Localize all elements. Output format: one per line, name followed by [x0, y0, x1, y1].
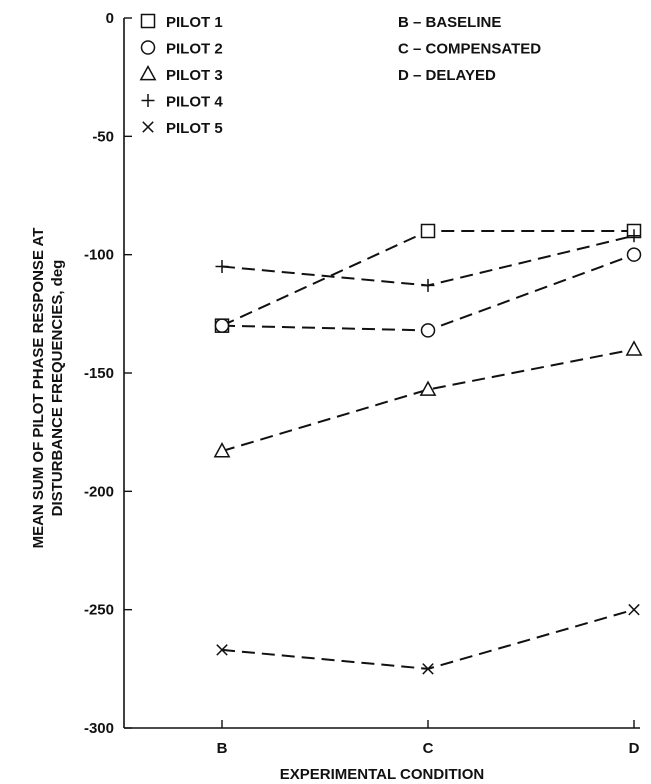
- y-tick-label: -150: [84, 365, 114, 382]
- condition-legend-item: B – BASELINE: [398, 14, 501, 31]
- legend-label: PILOT 5: [166, 120, 223, 137]
- y-tick-label: -100: [84, 247, 114, 264]
- series-line: [221, 348, 635, 453]
- data-point: [420, 223, 436, 239]
- legend-marker: [140, 13, 156, 29]
- legend: PILOT 1 PILOT 2 PILOT 3 PILOT 4 PILOT 5: [139, 13, 223, 137]
- data-point: [419, 380, 437, 396]
- legend-label: PILOT 2: [166, 41, 223, 58]
- data-point: [628, 603, 640, 616]
- data-point: [215, 260, 229, 273]
- data-point: [421, 278, 435, 292]
- legend-marker: [140, 40, 156, 55]
- data-point: [214, 318, 230, 333]
- series-5: [216, 603, 640, 675]
- data-point: [626, 247, 642, 262]
- y-axis-title-line: DISTURBANCE FREQUENCIES, deg: [49, 260, 66, 517]
- y-tick-label: -250: [84, 602, 114, 619]
- data-point: [420, 323, 436, 338]
- series-line: [221, 234, 635, 287]
- series-3: [213, 340, 643, 458]
- x-tick-label: D: [629, 740, 640, 757]
- series-1: [214, 223, 642, 333]
- axes: 0 -50 -100 -150 -200 -250 -300 B C D EXPERIMENTAL …: [30, 10, 640, 783]
- legend-label: PILOT 3: [166, 67, 223, 84]
- series-4: [215, 229, 641, 292]
- x-tick-label: B: [217, 740, 228, 757]
- series-line: [221, 253, 635, 332]
- legend-label: PILOT 1: [166, 14, 223, 31]
- data-point: [627, 229, 641, 243]
- legend-marker: [142, 121, 154, 133]
- x-axis-title: EXPERIMENTAL CONDITION: [280, 766, 484, 783]
- y-tick-label: -300: [84, 720, 114, 737]
- series-line: [221, 230, 634, 327]
- condition-legend-item: C – COMPENSATED: [398, 41, 541, 58]
- legend-label: PILOT 4: [166, 94, 223, 111]
- data-point: [216, 644, 228, 656]
- condition-legend: B – BASELINE C – COMPENSATED D – DELAYED: [398, 14, 541, 84]
- data-point: [213, 442, 231, 458]
- y-axis-title-line: MEAN SUM OF PILOT PHASE RESPONSE AT: [30, 228, 47, 549]
- y-axis-title: MEAN SUM OF PILOT PHASE RESPONSE AT DISTU…: [30, 228, 66, 549]
- series-line: [221, 608, 635, 670]
- y-tick-label: -50: [92, 128, 114, 145]
- x-tick-label: C: [423, 740, 434, 757]
- series-layer: [213, 223, 643, 675]
- legend-marker: [141, 94, 155, 107]
- data-point: [422, 663, 434, 675]
- data-point: [625, 340, 643, 356]
- condition-legend-item: D – DELAYED: [398, 67, 496, 84]
- y-tick-label: 0: [106, 10, 114, 27]
- series-2: [214, 247, 642, 338]
- legend-marker: [139, 64, 157, 81]
- y-tick-label: -200: [84, 483, 114, 500]
